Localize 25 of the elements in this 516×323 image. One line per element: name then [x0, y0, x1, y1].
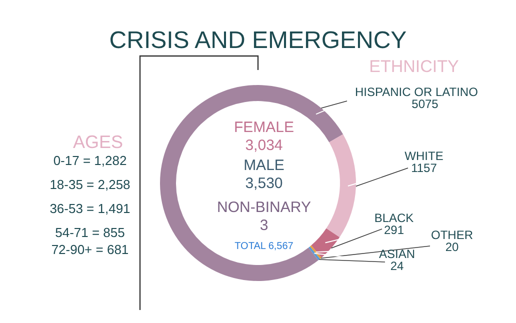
text: FEMALE: [234, 119, 294, 136]
text: 3: [260, 217, 268, 234]
slice-label: HISPANIC OR LATINO: [355, 85, 478, 99]
text: 0-17 = 1,282: [53, 153, 127, 168]
text: NON-BINARY: [217, 199, 311, 216]
data-label: 20: [445, 240, 459, 254]
data-label: 24: [390, 259, 404, 273]
legend-title: ETHNICITY: [369, 57, 459, 76]
slice-label: WHITE: [404, 149, 444, 163]
slice-label: BLACK: [374, 211, 414, 225]
data-label: 291: [384, 223, 404, 237]
text: 18-35 = 2,258: [50, 177, 130, 192]
text: 72-90+ = 681: [51, 242, 129, 257]
slice-label: ASIAN: [378, 247, 416, 261]
text: AGES: [72, 132, 124, 152]
text: 54-71 = 855: [55, 225, 125, 240]
slice-label: OTHER: [431, 228, 474, 242]
text: 3,034: [245, 137, 283, 154]
text: 3,530: [245, 175, 283, 192]
chart-title: CRISIS AND EMERGENCY: [109, 27, 407, 54]
text: MALE: [244, 157, 284, 174]
data-label: 5075: [412, 97, 439, 111]
text: TOTAL 6,567: [234, 241, 294, 252]
text: 36-53 = 1,491: [50, 201, 130, 216]
data-label: 1157: [411, 161, 438, 175]
